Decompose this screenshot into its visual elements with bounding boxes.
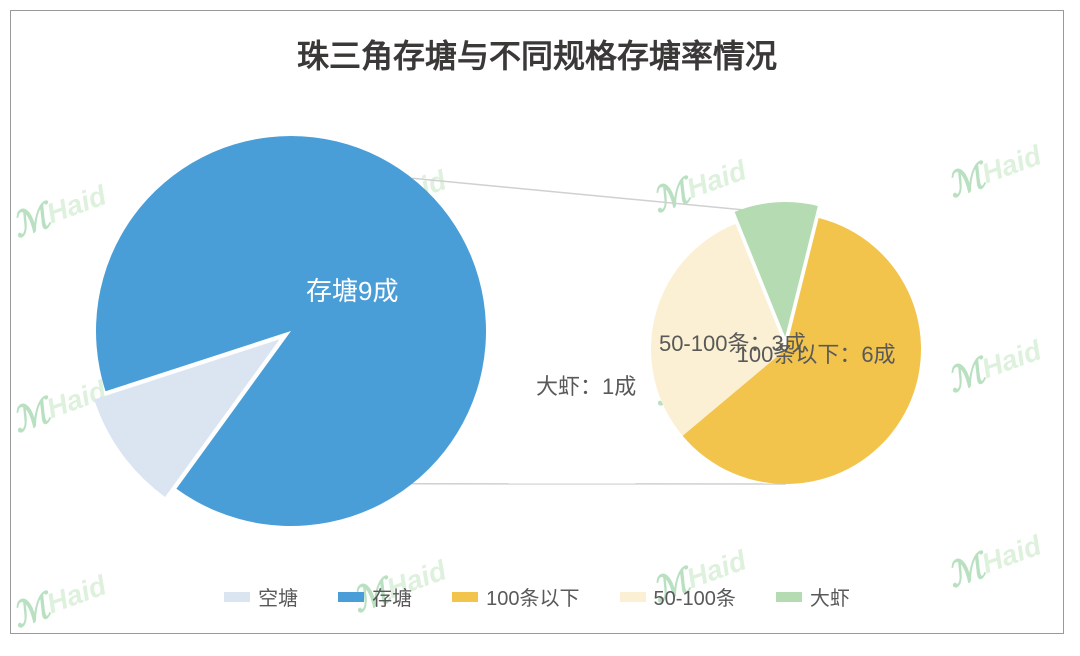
sub-pie: 100条以下：6成 50-100条：3成 大虾：1成 (651, 214, 921, 489)
legend-item: 大虾 (776, 582, 850, 611)
main-pie: 存塘9成 (96, 136, 486, 531)
legend-swatch (338, 592, 364, 602)
legend-label: 100条以下 (486, 582, 579, 611)
legend-swatch (776, 592, 802, 602)
legend-item: 100条以下 (452, 582, 579, 611)
legend-item: 空塘 (224, 582, 298, 611)
chart-container: 珠三角存塘与不同规格存塘率情况 ℳHaidℳHaidℳHaidℳHaidℳHai… (10, 10, 1064, 634)
sub-pie-label-50to100: 50-100条：3成 (659, 326, 806, 358)
legend-label: 空塘 (258, 582, 298, 611)
legend-item: 存塘 (338, 582, 412, 611)
legend-swatch (620, 592, 646, 602)
main-pie-label: 存塘9成 (306, 271, 398, 308)
chart-title: 珠三角存塘与不同规格存塘率情况 (11, 31, 1063, 77)
legend-label: 存塘 (372, 582, 412, 611)
legend-label: 大虾 (810, 582, 850, 611)
legend: 空塘 存塘 100条以下 50-100条 大虾 (11, 582, 1063, 611)
legend-swatch (224, 592, 250, 602)
legend-item: 50-100条 (620, 582, 736, 611)
legend-label: 50-100条 (654, 582, 736, 611)
sub-pie-label-big: 大虾：1成 (536, 369, 636, 401)
charts-area: 存塘9成 100条以下：6成 50-100条：3成 大虾：1成 (11, 121, 1063, 541)
legend-swatch (452, 592, 478, 602)
